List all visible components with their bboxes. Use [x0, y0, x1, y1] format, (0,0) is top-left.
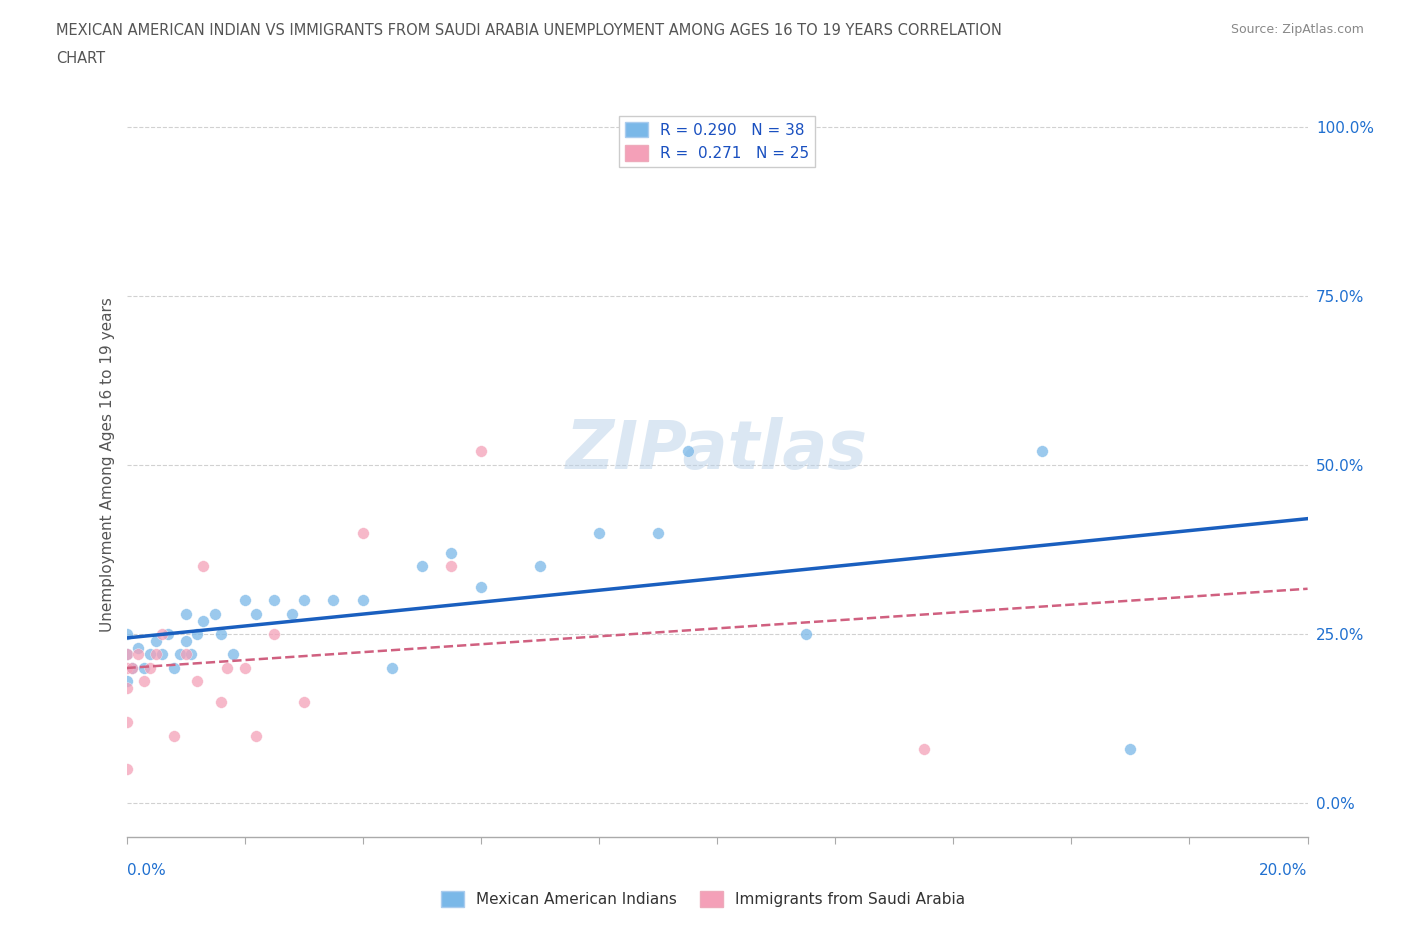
Point	[174, 647, 197, 662]
Text: MEXICAN AMERICAN INDIAN VS IMMIGRANTS FROM SAUDI ARABIA UNEMPLOYMENT AMONG AGES : MEXICAN AMERICAN INDIAN VS IMMIGRANTS FR…	[56, 23, 1002, 38]
Point	[794, 627, 817, 642]
Point	[115, 647, 138, 662]
Point	[381, 660, 404, 675]
Point	[352, 592, 374, 607]
Text: CHART: CHART	[56, 51, 105, 66]
Point	[209, 695, 232, 710]
Point	[127, 640, 149, 655]
Point	[127, 647, 149, 662]
Point	[470, 444, 492, 458]
Point	[193, 613, 215, 628]
Y-axis label: Unemployment Among Ages 16 to 19 years: Unemployment Among Ages 16 to 19 years	[100, 298, 115, 632]
Point	[1119, 741, 1142, 756]
Point	[912, 741, 935, 756]
Point	[588, 525, 610, 540]
Point	[281, 606, 304, 621]
Point	[186, 674, 208, 689]
Point	[440, 559, 463, 574]
Point	[139, 660, 162, 675]
Point	[121, 660, 143, 675]
Point	[676, 444, 699, 458]
Point	[245, 606, 267, 621]
Point	[163, 660, 186, 675]
Point	[1031, 444, 1053, 458]
Point	[180, 647, 202, 662]
Point	[150, 627, 173, 642]
Point	[292, 592, 315, 607]
Point	[134, 660, 156, 675]
Point	[156, 627, 179, 642]
Point	[115, 647, 138, 662]
Point	[186, 627, 208, 642]
Point	[145, 647, 167, 662]
Point	[193, 559, 215, 574]
Point	[470, 579, 492, 594]
Text: 0.0%: 0.0%	[127, 863, 166, 878]
Point	[411, 559, 433, 574]
Point	[222, 647, 245, 662]
Point	[352, 525, 374, 540]
Point	[115, 714, 138, 729]
Point	[215, 660, 238, 675]
Point	[263, 627, 285, 642]
Point	[115, 627, 138, 642]
Point	[322, 592, 344, 607]
Point	[529, 559, 551, 574]
Point	[134, 674, 156, 689]
Point	[292, 695, 315, 710]
Point	[647, 525, 669, 540]
Text: 20.0%: 20.0%	[1260, 863, 1308, 878]
Point	[115, 660, 138, 675]
Legend: R = 0.290   N = 38, R =  0.271   N = 25: R = 0.290 N = 38, R = 0.271 N = 25	[619, 115, 815, 167]
Point	[204, 606, 226, 621]
Text: ZIPatlas: ZIPatlas	[567, 418, 868, 483]
Point	[121, 660, 143, 675]
Point	[115, 762, 138, 777]
Text: Source: ZipAtlas.com: Source: ZipAtlas.com	[1230, 23, 1364, 36]
Point	[115, 674, 138, 689]
Point	[233, 592, 256, 607]
Point	[174, 606, 197, 621]
Point	[263, 592, 285, 607]
Point	[145, 633, 167, 648]
Point	[163, 728, 186, 743]
Point	[150, 647, 173, 662]
Point	[233, 660, 256, 675]
Point	[174, 633, 197, 648]
Point	[245, 728, 267, 743]
Point	[169, 647, 191, 662]
Point	[115, 681, 138, 696]
Legend: Mexican American Indians, Immigrants from Saudi Arabia: Mexican American Indians, Immigrants fro…	[434, 884, 972, 913]
Point	[440, 546, 463, 561]
Point	[139, 647, 162, 662]
Point	[209, 627, 232, 642]
